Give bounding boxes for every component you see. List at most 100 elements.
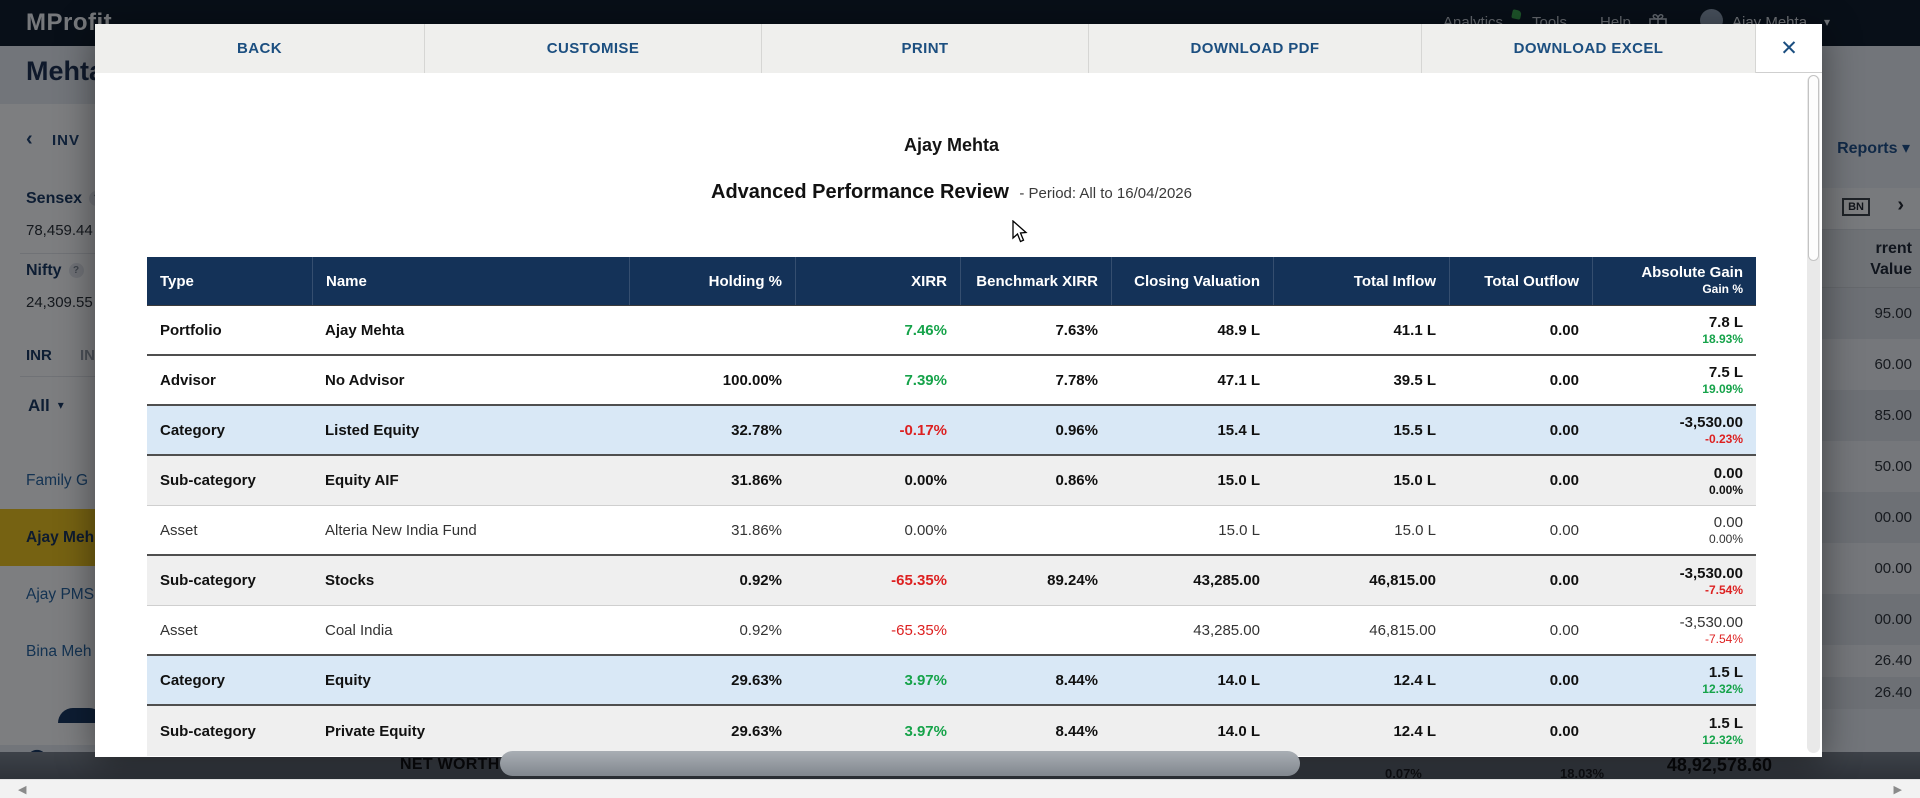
cell-xirr: 3.97% [904, 671, 947, 689]
table-row: Sub-category Stocks 0.92% -65.35% 89.24%… [147, 556, 1756, 606]
cell-total-inflow: 39.5 L [1393, 371, 1436, 389]
cell-total-outflow: 0.00 [1549, 472, 1579, 489]
col-total-outflow: Total Outflow [1449, 257, 1592, 305]
cell-total-inflow: 15.5 L [1393, 421, 1436, 439]
gain-percent: 12.32% [1702, 682, 1743, 696]
cell-closing-valuation: 15.0 L [1217, 472, 1260, 489]
cell-closing-valuation: 48.9 L [1217, 321, 1260, 339]
table-row: Portfolio Ajay Mehta 7.46% 7.63% 48.9 L … [147, 306, 1756, 356]
cell-total-outflow: 0.00 [1549, 371, 1579, 389]
table-row: Asset Coal India 0.92% -65.35% 43,285.00… [147, 606, 1756, 656]
cell-total-outflow: 0.00 [1549, 671, 1579, 689]
cell-type: Asset [160, 521, 198, 539]
cell-closing-valuation: 47.1 L [1217, 371, 1260, 389]
table-body: Portfolio Ajay Mehta 7.46% 7.63% 48.9 L … [147, 306, 1756, 756]
cell-holding: 0.92% [739, 572, 782, 589]
cell-closing-valuation: 43,285.00 [1193, 621, 1260, 639]
cell-xirr: -65.35% [891, 572, 947, 589]
cell-total-outflow: 0.00 [1549, 572, 1579, 589]
gain-percent: -7.54% [1704, 582, 1743, 597]
close-icon[interactable]: ✕ [1756, 24, 1822, 72]
cell-name: Stocks [325, 572, 375, 589]
cell-name: Listed Equity [325, 421, 420, 439]
cell-absolute-gain: 1.5 L 12.32% [1592, 706, 1756, 756]
cell-benchmark-xirr: 7.78% [1055, 371, 1098, 389]
cell-holding: 32.78% [731, 421, 782, 439]
col-absolute-gain: Absolute Gain Gain % [1592, 257, 1756, 305]
cell-total-outflow: 0.00 [1549, 621, 1579, 639]
cell-xirr: 7.39% [904, 371, 947, 389]
col-xirr: XIRR [795, 257, 960, 305]
cell-type: Sub-category [160, 572, 256, 589]
cell-name: Alteria New India Fund [325, 521, 477, 539]
mouse-cursor [1012, 220, 1028, 243]
cell-holding [629, 306, 795, 354]
cell-holding: 0.92% [739, 621, 782, 639]
cell-closing-valuation: 15.4 L [1217, 421, 1260, 439]
cell-type: Asset [160, 621, 198, 639]
cell-closing-valuation: 14.0 L [1217, 671, 1260, 689]
scrollbar-thumb[interactable] [1808, 75, 1819, 261]
download-excel-button[interactable]: DOWNLOAD EXCEL [1422, 24, 1756, 73]
cell-holding: 100.00% [722, 371, 782, 389]
report-title: Advanced Performance Review [711, 181, 1009, 203]
cell-xirr: 7.46% [904, 321, 947, 339]
col-closing-valuation: Closing Valuation [1111, 257, 1273, 305]
browser-horizontal-scrollbar[interactable]: ◀ ▶ [0, 779, 1920, 798]
cell-holding: 31.86% [731, 521, 782, 539]
cell-type: Sub-category [160, 722, 256, 740]
cell-name: Coal India [325, 621, 393, 639]
cell-xirr: -65.35% [891, 621, 947, 639]
gain-value: -3,530.00 [1679, 614, 1743, 631]
scroll-right-icon[interactable]: ▶ [1893, 784, 1902, 796]
cell-holding: 29.63% [731, 671, 782, 689]
cell-closing-valuation: 43,285.00 [1193, 572, 1260, 589]
modal-horizontal-scrollbar-thumb[interactable] [500, 751, 1300, 776]
customise-button[interactable]: CUSTOMISE [425, 24, 762, 73]
report-period: - Period: All to 16/04/2026 [1019, 185, 1192, 202]
scroll-left-icon[interactable]: ◀ [18, 784, 27, 796]
gain-percent: 0.00% [1708, 532, 1743, 546]
col-type: Type [160, 272, 194, 290]
cell-absolute-gain: 1.5 L 12.32% [1592, 656, 1756, 704]
cell-total-outflow: 0.00 [1549, 722, 1579, 740]
cell-xirr: 0.00% [904, 521, 947, 539]
cell-benchmark-xirr: 7.63% [1055, 321, 1098, 339]
cell-total-inflow: 15.0 L [1394, 521, 1436, 539]
back-button[interactable]: BACK [95, 24, 425, 73]
gain-value: -3,530.00 [1679, 414, 1743, 431]
cell-holding: 29.63% [731, 722, 782, 740]
gain-value: 7.8 L [1708, 314, 1743, 331]
cell-type: Sub-category [160, 472, 256, 489]
gain-value: 7.5 L [1708, 364, 1743, 381]
gain-value: -3,530.00 [1679, 564, 1743, 582]
cell-total-outflow: 0.00 [1549, 521, 1579, 539]
gain-value: 1.5 L [1708, 664, 1743, 681]
gain-percent: 0.00% [1708, 482, 1743, 497]
col-total-inflow: Total Inflow [1273, 257, 1449, 305]
cell-absolute-gain: -3,530.00 -7.54% [1592, 556, 1756, 605]
cell-holding: 31.86% [731, 472, 782, 489]
cell-closing-valuation: 15.0 L [1218, 521, 1260, 539]
modal-body: Ajay Mehta Advanced Performance Review -… [95, 73, 1822, 757]
download-pdf-button[interactable]: DOWNLOAD PDF [1089, 24, 1422, 73]
cell-total-outflow: 0.00 [1549, 421, 1579, 439]
print-button[interactable]: PRINT [762, 24, 1089, 73]
gain-percent: 12.32% [1702, 733, 1743, 747]
cell-benchmark-xirr: 0.86% [1055, 472, 1098, 489]
table-row: Category Listed Equity 32.78% -0.17% 0.9… [147, 406, 1756, 456]
cell-type: Portfolio [160, 321, 222, 339]
cell-absolute-gain: -3,530.00 -7.54% [1592, 606, 1756, 654]
cell-name: No Advisor [325, 371, 405, 389]
cell-type: Category [160, 421, 226, 439]
cell-name: Private Equity [325, 722, 426, 740]
performance-table: Type Name Holding % XIRR Benchmark XIRR … [147, 257, 1756, 756]
cell-type: Advisor [160, 371, 216, 389]
modal-vertical-scrollbar[interactable] [1807, 75, 1820, 753]
gain-percent: 19.09% [1702, 382, 1743, 396]
cell-total-inflow: 46,815.00 [1369, 572, 1436, 589]
cell-name: Ajay Mehta [325, 321, 405, 339]
modal-toolbar: BACK CUSTOMISE PRINT DOWNLOAD PDF DOWNLO… [95, 24, 1822, 73]
gain-value: 0.00 [1713, 514, 1743, 531]
